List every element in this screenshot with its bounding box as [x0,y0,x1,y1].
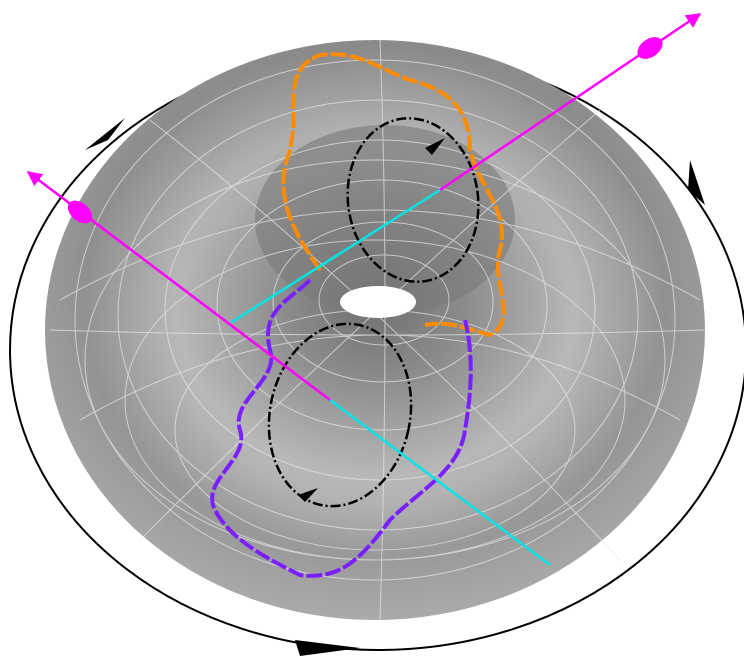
axis-cyan [231,188,441,324]
upper-loop [346,117,480,283]
purple-curve [210,278,473,578]
loop-arrow [425,138,445,155]
torus-hole [340,286,416,318]
axis-cone [67,200,93,224]
axis-cyan [329,399,551,566]
orbit-arrow [85,118,125,150]
lower-loop [267,322,413,508]
orbit-arrow [295,640,360,656]
orange-curve [281,52,506,338]
axis-cone [637,37,663,59]
loop-arrow [298,488,318,502]
orbit-arrow [688,160,705,205]
